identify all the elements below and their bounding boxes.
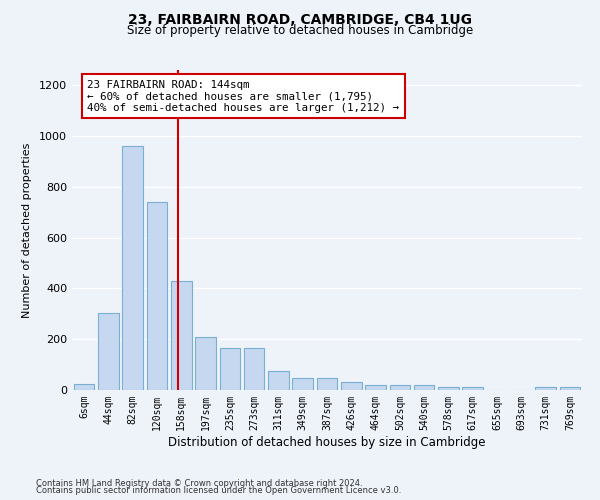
Bar — [535, 387, 556, 390]
Bar — [146, 202, 167, 390]
Bar — [389, 386, 410, 390]
Bar — [292, 378, 313, 390]
Bar — [171, 281, 191, 390]
Bar — [122, 146, 143, 390]
Bar — [560, 387, 580, 390]
Bar — [268, 371, 289, 390]
Text: Contains public sector information licensed under the Open Government Licence v3: Contains public sector information licen… — [36, 486, 401, 495]
Bar — [220, 348, 240, 390]
Bar — [98, 312, 119, 390]
Bar — [365, 385, 386, 390]
X-axis label: Distribution of detached houses by size in Cambridge: Distribution of detached houses by size … — [168, 436, 486, 448]
Bar — [244, 348, 265, 390]
Bar — [414, 386, 434, 390]
Bar — [341, 382, 362, 390]
Text: Size of property relative to detached houses in Cambridge: Size of property relative to detached ho… — [127, 24, 473, 37]
Bar — [438, 387, 459, 390]
Bar — [317, 378, 337, 390]
Bar — [74, 384, 94, 390]
Text: 23, FAIRBAIRN ROAD, CAMBRIDGE, CB4 1UG: 23, FAIRBAIRN ROAD, CAMBRIDGE, CB4 1UG — [128, 12, 472, 26]
Y-axis label: Number of detached properties: Number of detached properties — [22, 142, 32, 318]
Bar — [463, 387, 483, 390]
Bar — [195, 336, 216, 390]
Text: Contains HM Land Registry data © Crown copyright and database right 2024.: Contains HM Land Registry data © Crown c… — [36, 478, 362, 488]
Text: 23 FAIRBAIRN ROAD: 144sqm
← 60% of detached houses are smaller (1,795)
40% of se: 23 FAIRBAIRN ROAD: 144sqm ← 60% of detac… — [88, 80, 400, 113]
